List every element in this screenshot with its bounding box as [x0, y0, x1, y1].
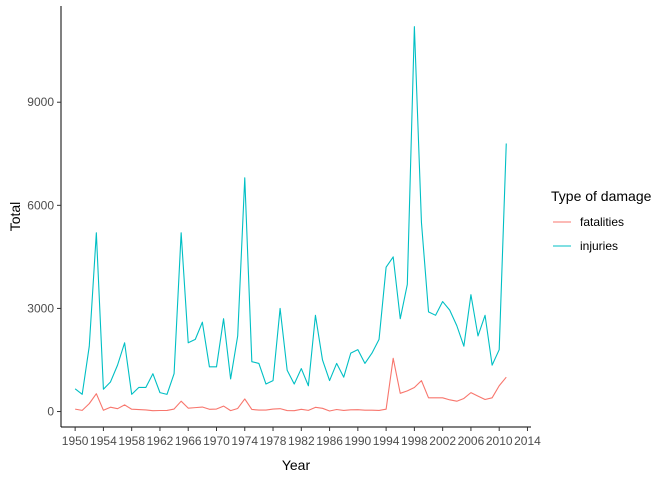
x-tick-label: 1982 [288, 434, 315, 448]
x-tick-label: 1990 [344, 434, 371, 448]
x-tick-label: 1970 [203, 434, 230, 448]
legend-label-fatalities: fatalities [580, 215, 624, 229]
legend: Type of damage fatalities injuries [551, 188, 652, 253]
series-line-fatalities [75, 357, 507, 412]
x-tick-label: 2006 [458, 434, 485, 448]
x-tick-label: 1954 [90, 434, 117, 448]
y-axis-title: Total [7, 202, 23, 232]
x-tick-label: 1978 [260, 434, 287, 448]
x-tick-label: 1974 [231, 434, 258, 448]
x-axis-ticks: 1950 1954 1958 1962 1966 1970 1974 1978 1982 1986… [62, 427, 541, 448]
x-tick-label: 1994 [373, 434, 400, 448]
x-tick-label: 1950 [62, 434, 89, 448]
x-tick-label: 1958 [118, 434, 145, 448]
legend-items: fatalities injuries [553, 215, 624, 253]
x-tick-label: 2014 [514, 434, 541, 448]
legend-label-injuries: injuries [580, 239, 618, 253]
series-line-injuries [74, 26, 507, 395]
y-tick-label: 9000 [27, 95, 54, 109]
x-tick-label: 1986 [316, 434, 343, 448]
x-tick-label: 1966 [175, 434, 202, 448]
x-tick-label: 1962 [147, 434, 174, 448]
x-tick-label: 2010 [486, 434, 513, 448]
series-layer [74, 26, 507, 412]
y-axis-ticks: 0 3000 6000 9000 [27, 95, 61, 419]
y-tick-label: 6000 [27, 198, 54, 212]
y-tick-label: 0 [47, 405, 54, 419]
x-axis-title: Year [282, 457, 311, 473]
x-tick-label: 1998 [401, 434, 428, 448]
x-tick-label: 2002 [429, 434, 456, 448]
y-tick-label: 3000 [27, 301, 54, 315]
legend-title: Type of damage [551, 188, 652, 204]
